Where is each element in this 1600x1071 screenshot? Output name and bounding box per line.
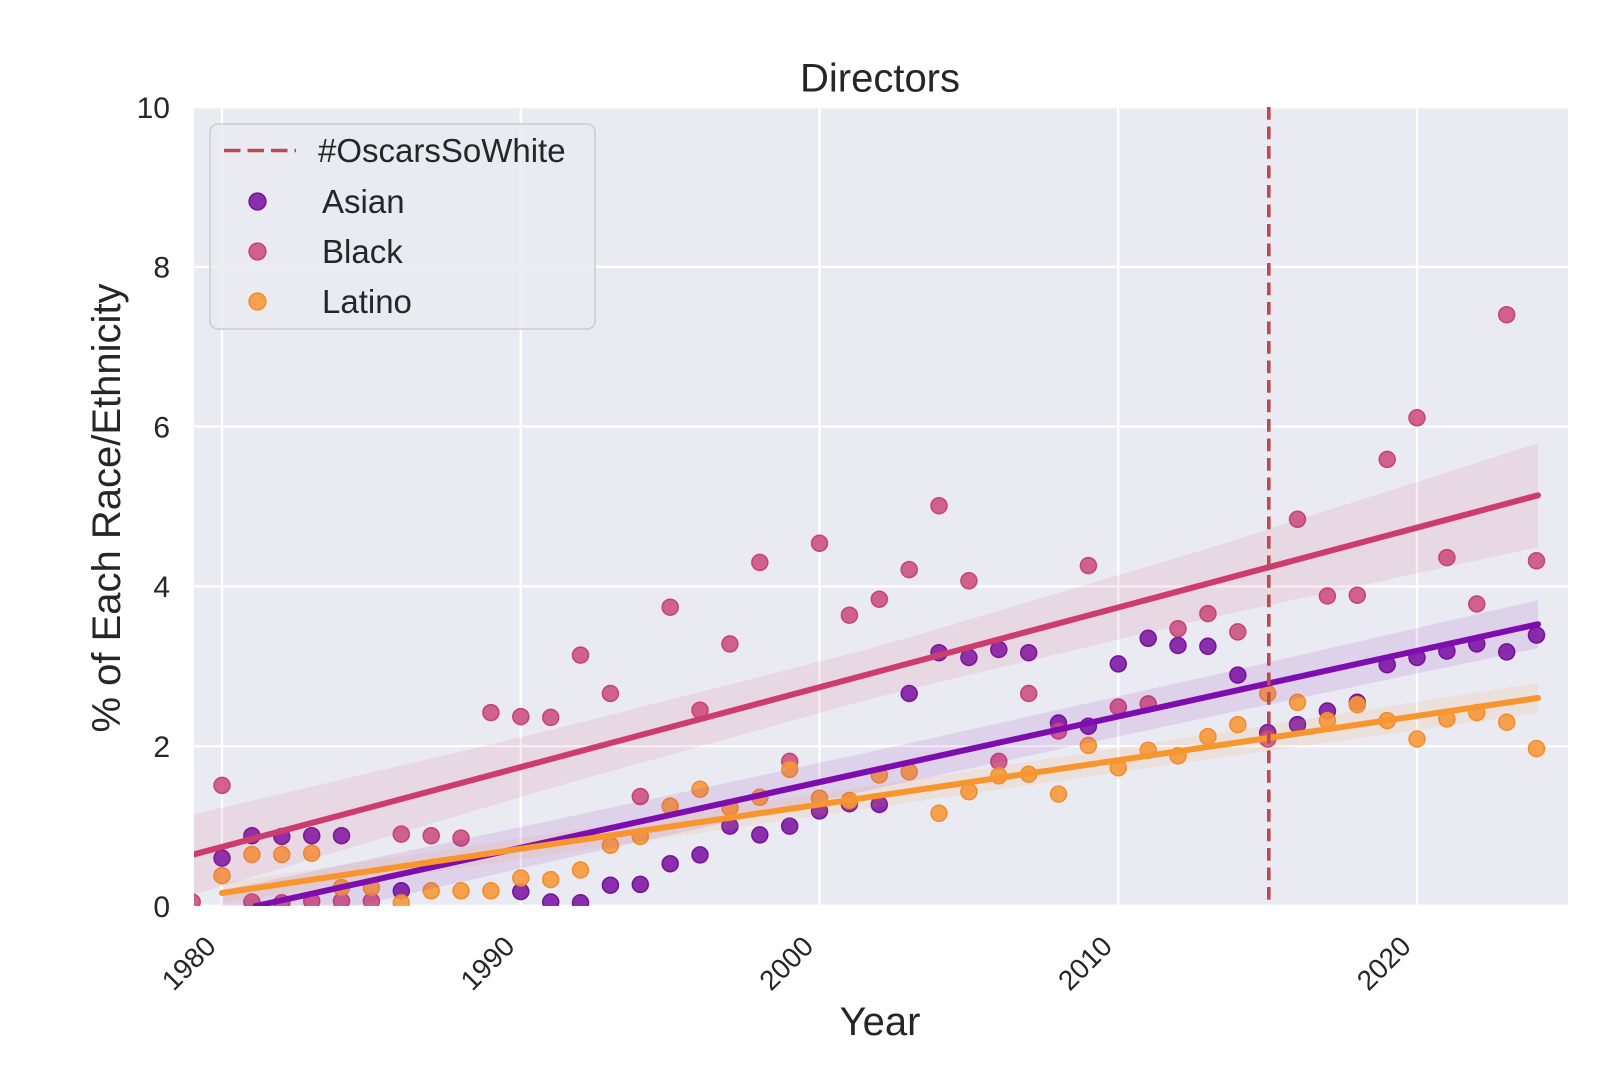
svg-text:0: 0 — [153, 891, 170, 924]
svg-text:Asian: Asian — [322, 183, 405, 220]
svg-text:6: 6 — [153, 411, 170, 444]
svg-text:Black: Black — [322, 233, 403, 270]
svg-text:Year: Year — [840, 1000, 921, 1044]
svg-text:4: 4 — [153, 571, 170, 604]
svg-text:8: 8 — [153, 252, 170, 285]
svg-text:2: 2 — [153, 731, 170, 764]
svg-text:% of Each Race/Ethnicity: % of Each Race/Ethnicity — [85, 283, 129, 732]
svg-text:10: 10 — [137, 92, 170, 125]
svg-text:#OscarsSoWhite: #OscarsSoWhite — [318, 132, 566, 169]
svg-text:Directors: Directors — [800, 57, 960, 101]
svg-text:Latino: Latino — [322, 283, 412, 320]
